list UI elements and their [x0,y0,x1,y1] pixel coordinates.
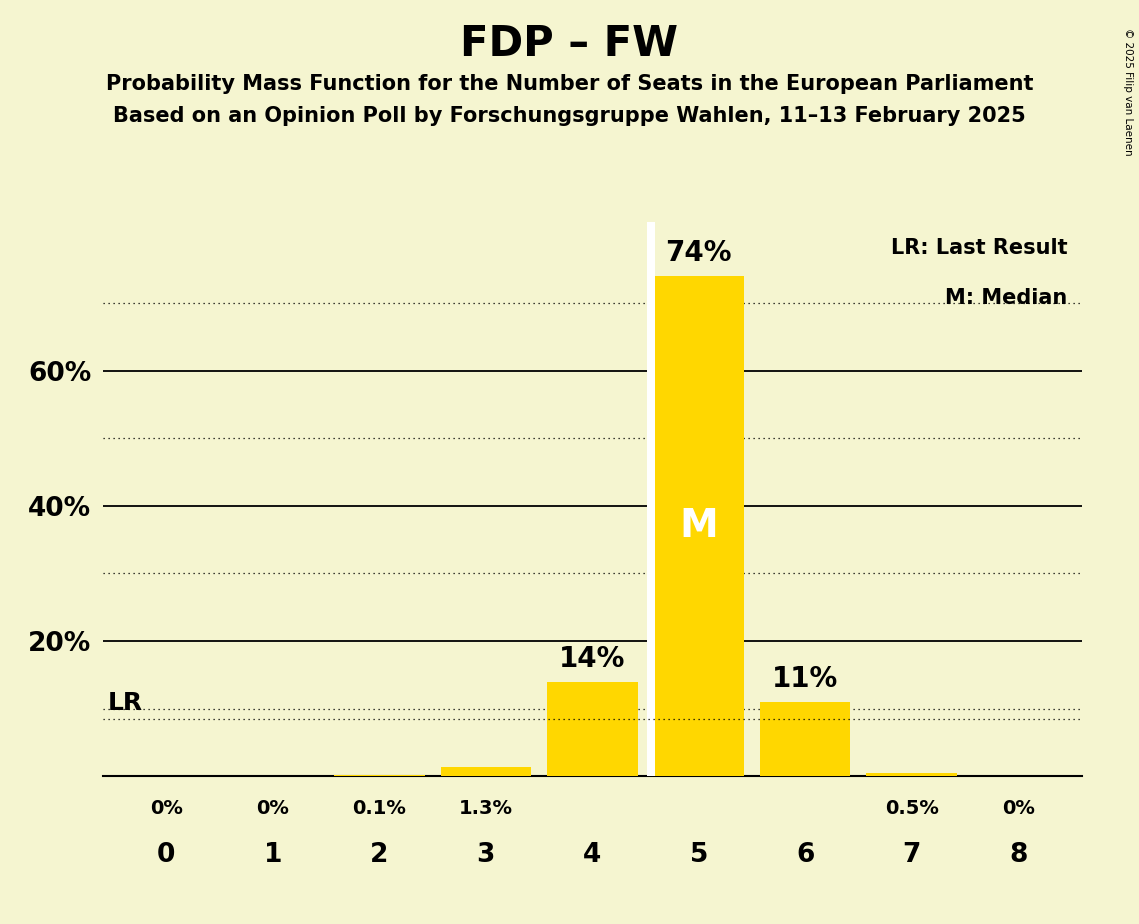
Bar [867,772,957,776]
Text: 0.1%: 0.1% [352,799,407,818]
Text: Probability Mass Function for the Number of Seats in the European Parliament: Probability Mass Function for the Number… [106,74,1033,94]
Text: 3: 3 [476,842,495,868]
Text: 8: 8 [1009,842,1027,868]
Text: M: M [679,507,718,545]
Text: FDP – FW: FDP – FW [460,23,679,65]
Bar [654,276,744,776]
Text: Based on an Opinion Poll by Forschungsgruppe Wahlen, 11–13 February 2025: Based on an Opinion Poll by Forschungsgr… [113,106,1026,127]
Text: © 2025 Filip van Laenen: © 2025 Filip van Laenen [1123,28,1133,155]
Bar [547,682,638,776]
Text: 1.3%: 1.3% [459,799,513,818]
Text: 0%: 0% [1001,799,1034,818]
Text: 0: 0 [157,842,175,868]
Text: LR: Last Result: LR: Last Result [891,238,1067,259]
Text: 14%: 14% [559,645,625,673]
Text: 0%: 0% [150,799,183,818]
Bar [760,702,851,776]
Bar [647,222,655,776]
Text: 1: 1 [263,842,282,868]
Text: 5: 5 [689,842,708,868]
Text: M: Median: M: Median [945,288,1067,309]
Text: LR: LR [108,691,144,715]
Text: 4: 4 [583,842,601,868]
Text: 2: 2 [370,842,388,868]
Text: 0%: 0% [256,799,289,818]
Text: 7: 7 [902,842,921,868]
Bar [441,767,531,776]
Text: 11%: 11% [772,665,838,693]
Text: 74%: 74% [665,239,732,267]
Text: 0.5%: 0.5% [885,799,939,818]
Text: 6: 6 [796,842,814,868]
